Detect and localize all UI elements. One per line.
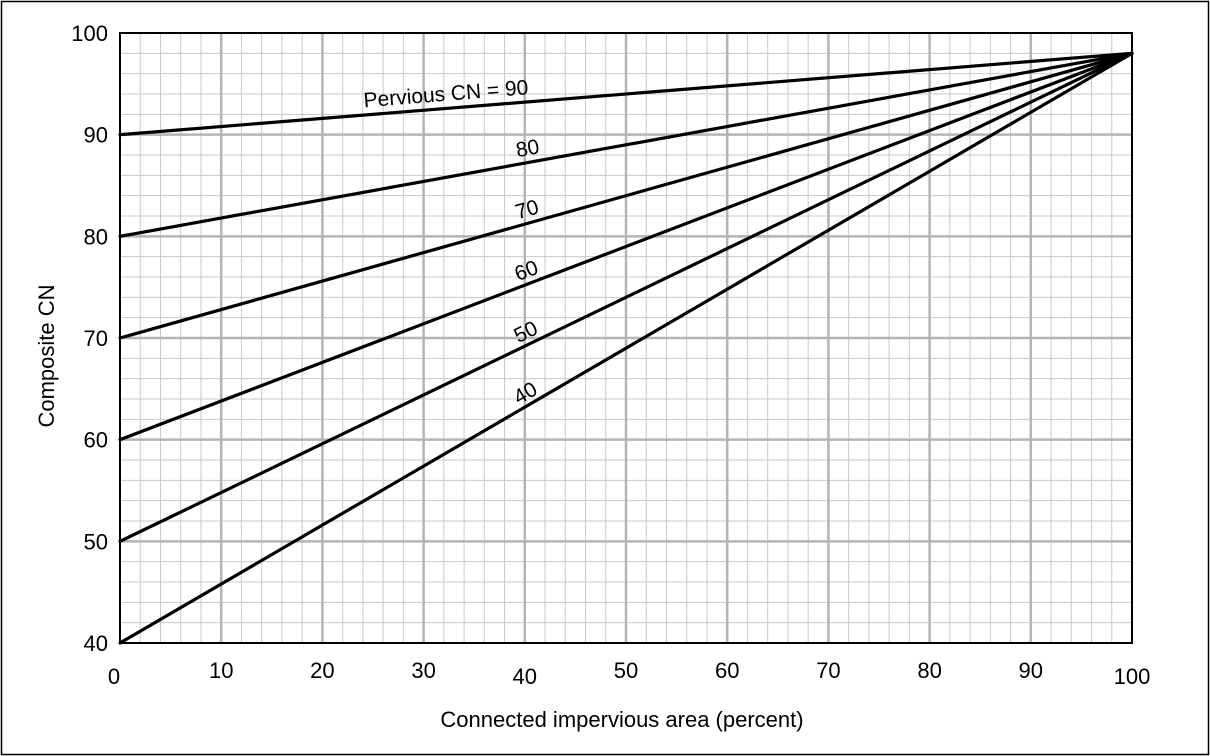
x-tick-label: 70 — [816, 658, 840, 683]
y-tick-label: 40 — [84, 631, 108, 656]
series-line-cn-80 — [118, 51, 1134, 238]
y-tick-label: 70 — [84, 326, 108, 351]
y-tick-label: 60 — [84, 428, 108, 453]
x-tick-label: 0 — [108, 664, 120, 689]
y-axis-title: Composite CN — [34, 284, 59, 427]
series-line-cn-70 — [118, 51, 1134, 340]
x-tick-labels: 0 10 20 30 40 50 60 70 80 90 100 — [108, 658, 1150, 689]
series-line-cn-60 — [118, 51, 1134, 442]
y-tick-labels: 40 50 60 70 80 90 100 — [71, 21, 108, 656]
x-tick-label: 90 — [1019, 658, 1043, 683]
x-tick-label: 100 — [1114, 664, 1151, 689]
major-grid — [120, 33, 1132, 643]
y-tick-label: 50 — [84, 529, 108, 554]
x-tick-label: 20 — [310, 658, 334, 683]
series-line-cn-90 — [118, 51, 1134, 137]
x-tick-label: 60 — [715, 658, 739, 683]
x-tick-label: 30 — [411, 658, 435, 683]
series-line-cn-40 — [118, 51, 1134, 645]
y-tick-label: 90 — [84, 123, 108, 148]
series-label-cn-80: 80 — [514, 135, 541, 162]
x-tick-label: 50 — [614, 658, 638, 683]
y-tick-label: 100 — [71, 21, 108, 46]
x-tick-label: 80 — [917, 658, 941, 683]
series-line-cn-50 — [118, 51, 1134, 543]
x-tick-label: 40 — [513, 664, 537, 689]
x-axis-title: Connected impervious area (percent) — [440, 707, 803, 732]
x-tick-label: 10 — [209, 658, 233, 683]
series-lines — [118, 51, 1134, 645]
plot-frame — [119, 32, 1133, 644]
y-tick-label: 80 — [84, 224, 108, 249]
